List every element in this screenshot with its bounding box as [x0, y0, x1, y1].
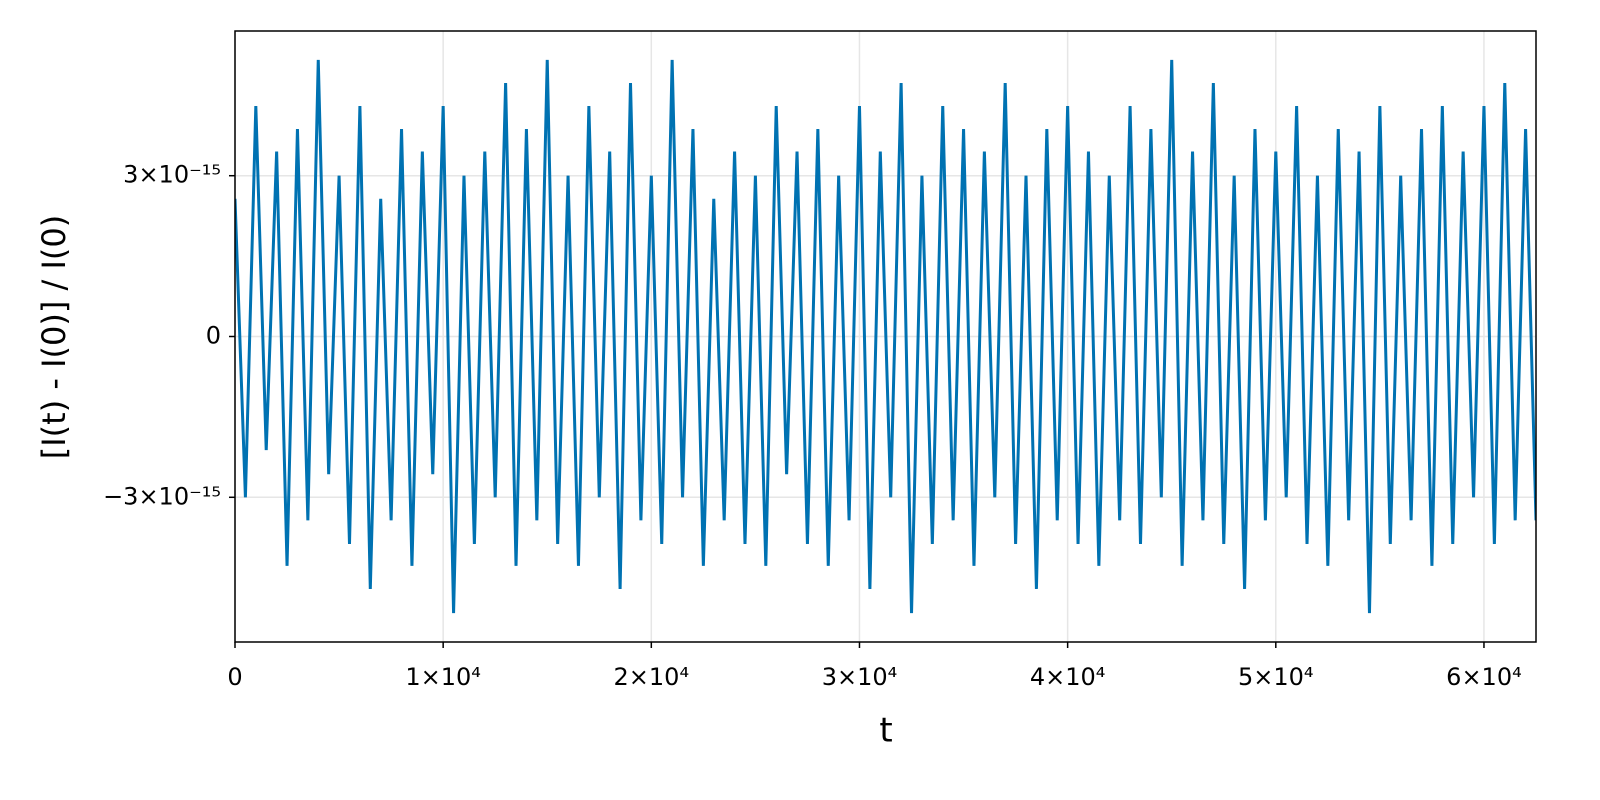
y-tick-label: 0: [206, 322, 221, 350]
x-tick-label: 6×10⁴: [1446, 663, 1522, 691]
x-tick-label: 5×10⁴: [1238, 663, 1314, 691]
x-tick-label: 4×10⁴: [1030, 663, 1106, 691]
x-axis-title: t: [879, 711, 892, 751]
x-tick-label: 2×10⁴: [614, 663, 690, 691]
x-tick-label: 3×10⁴: [822, 663, 898, 691]
y-tick-label: −3×10⁻¹⁵: [103, 482, 221, 510]
y-axis-title: [I(t) - I(0)] / I(0): [35, 215, 73, 459]
y-tick-label: 3×10⁻¹⁵: [123, 161, 221, 189]
plot-frame: [234, 30, 1537, 643]
x-tick-label: 1×10⁴: [405, 663, 481, 691]
data-line: [235, 59, 1536, 614]
x-tick-label: 0: [227, 663, 242, 691]
